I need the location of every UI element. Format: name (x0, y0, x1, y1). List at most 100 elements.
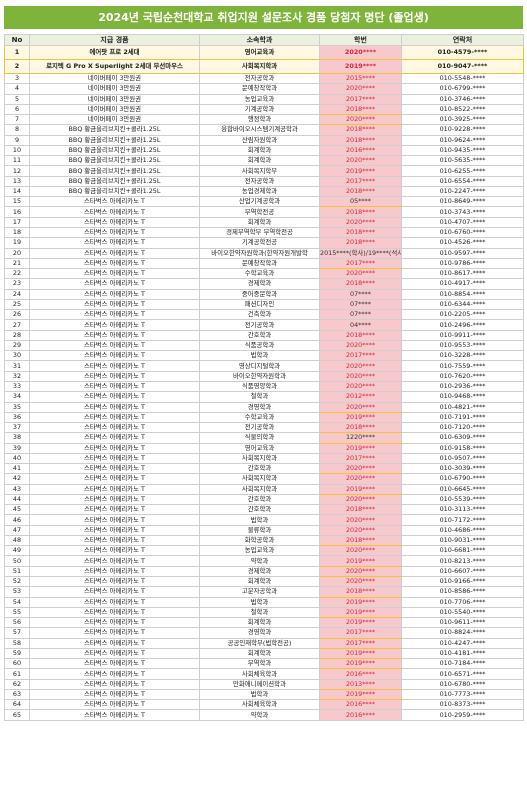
row-no: 42 (4, 473, 30, 485)
row-student-id: 2020**** (319, 370, 402, 382)
row-no: 63 (4, 688, 30, 701)
row-phone: 010-2205-**** (401, 309, 524, 321)
row-no: 19 (4, 237, 30, 249)
row-phone: 010-6799-**** (401, 83, 524, 95)
table-row: 48 스타벅스 아메리카노 T 화학공학과 2018**** 010-9031-**** (4, 534, 524, 547)
row-dept: 산업기계공학과 (199, 196, 320, 208)
student-id-text: 2020**** (345, 577, 376, 586)
row-student-id: 2017**** (319, 350, 402, 362)
row-prize: 스타벅스 아메리카노 T (29, 288, 200, 300)
row-no: 27 (4, 319, 30, 331)
table-row: 3 네이버페이 3만원권 전자공학과 2015**** 010-5548-**** (4, 72, 524, 85)
row-student-id: 2018**** (319, 134, 402, 146)
row-no: 52 (4, 576, 30, 588)
student-id-text: 2018**** (345, 330, 376, 339)
row-no: 49 (4, 545, 30, 557)
student-id-text: 2020**** (345, 156, 376, 165)
table-row: 19 스타벅스 아메리카노 T 기계공학전공 2018**** 010-4526-***… (4, 237, 524, 249)
row-prize: 스타벅스 아메리카노 T (29, 668, 200, 680)
row-no: 26 (4, 309, 30, 321)
table-row: 54 스타벅스 아메리카노 T 법학과 2019**** 010-7706-**** (4, 596, 524, 608)
student-id-text: 2017**** (345, 258, 376, 267)
student-id-text: 2020**** (345, 217, 376, 226)
row-dept: 회계학과 (199, 617, 320, 629)
student-id-text: 2020**** (345, 464, 376, 473)
row-prize: 스타벅스 아메리카노 T (29, 196, 200, 208)
student-id-text: 05**** (350, 197, 371, 206)
row-no: 14 (4, 185, 30, 198)
row-phone: 010-9435-**** (401, 144, 524, 157)
row-student-id: 2019**** (319, 596, 402, 608)
table-row: 42 스타벅스 아메리카노 T 사회복지학과 2020**** 010-6790-***… (4, 473, 524, 485)
row-prize: 스타벅스 아메리카노 T (29, 688, 200, 701)
table-row: 10 BBQ 황금올리브치킨+콜라1.25L 회계학과 2016**** 010-943… (4, 144, 524, 157)
table-row: 1 에어팟 프로 2세대 영어교육과 2020**** 010-4579-**** (4, 45, 524, 60)
row-phone: 010-9507-**** (401, 452, 524, 465)
row-prize: 스타벅스 아메리카노 T (29, 606, 200, 619)
student-id-text: 2019**** (345, 556, 376, 565)
row-phone: 010-8649-**** (401, 196, 524, 208)
row-dept: 사회복지학과 (199, 452, 320, 465)
page-title: 2024년 국립순천대학교 취업지원 설문조사 경품 당첨자 명단 (졸업생) (4, 6, 523, 29)
row-phone: 010-3228-**** (401, 350, 524, 362)
table-row: 18 스타벅스 아메리카노 T 경제무역학부 무역학전공 2018**** 010-67… (4, 226, 524, 239)
student-id-text: 2019**** (345, 597, 376, 606)
row-prize: 스타벅스 아메리카노 T (29, 473, 200, 485)
table-row: 49 스타벅스 아메리카노 T 농업교육과 2020**** 010-6681-**** (4, 545, 524, 557)
student-id-text: 2016**** (345, 669, 376, 678)
row-no: 47 (4, 524, 30, 536)
row-prize: 스타벅스 아메리카노 T (29, 247, 200, 259)
row-student-id: 2017**** (319, 257, 402, 270)
row-phone: 010-9611-**** (401, 617, 524, 629)
row-dept: 법학과 (199, 514, 320, 526)
table-row: 40 스타벅스 아메리카노 T 사회복지학과 2017**** 010-9507-***… (4, 452, 524, 465)
student-id-text: 2019**** (345, 618, 376, 627)
row-no: 25 (4, 298, 30, 311)
row-prize: BBQ 황금올리브치킨+콜라1.25L (29, 124, 200, 136)
row-student-id: 2019**** (319, 688, 402, 701)
table-row: 29 스타벅스 아메리카노 T 식품공학과 2020**** 010-9553-**** (4, 339, 524, 352)
table-row: 39 스타벅스 아메리카노 T 영어교육과 2019**** 010-9158-**** (4, 442, 524, 454)
table-row: 46 스타벅스 아메리카노 T 법학과 2020**** 010-7172-**** (4, 514, 524, 526)
row-dept: 법학과 (199, 688, 320, 701)
row-phone: 010-6760-**** (401, 226, 524, 239)
table-row: 22 스타벅스 아메리카노 T 수학교육과 2020**** 010-8617-**** (4, 268, 524, 280)
table-row: 38 스타벅스 아메리카노 T 식물의학과 1220**** 010-6309-**** (4, 432, 524, 444)
row-prize: BBQ 황금올리브치킨+콜라1.25L (29, 155, 200, 167)
student-id-text: 2018**** (345, 505, 376, 514)
student-id-text: 2017**** (345, 453, 376, 462)
student-id-text: 2017**** (345, 638, 376, 647)
row-phone: 010-6554-**** (401, 175, 524, 187)
row-student-id: 2020**** (319, 473, 402, 485)
table-row: 51 스타벅스 아메리카노 T 경제학과 2020**** 010-6607-**** (4, 565, 524, 578)
row-student-id: 2020**** (319, 524, 402, 536)
row-no: 24 (4, 288, 30, 300)
row-prize: 스타벅스 아메리카노 T (29, 647, 200, 660)
row-phone: 010-6780-**** (401, 678, 524, 690)
row-no: 31 (4, 360, 30, 372)
row-student-id: 2013**** (319, 678, 402, 690)
row-no: 23 (4, 278, 30, 290)
row-prize: 스타벅스 아메리카노 T (29, 534, 200, 547)
table-row: 28 스타벅스 아메리카노 T 간호학과 2018**** 010-9911-**** (4, 329, 524, 341)
row-no: 9 (4, 134, 30, 146)
row-phone: 010-6645-**** (401, 483, 524, 495)
student-id-text: 2012**** (345, 392, 376, 401)
row-phone: 010-6681-**** (401, 545, 524, 557)
student-id-text: 2015**** (345, 74, 376, 83)
row-student-id: 2019**** (319, 59, 402, 74)
student-id-text: 2018**** (345, 228, 376, 237)
table-row: 24 스타벅스 아메리카노 T 중어중문학과 07**** 010-8854-**** (4, 288, 524, 300)
student-id-text: 2018**** (345, 125, 376, 134)
student-id-text: 2020**** (344, 48, 377, 56)
table-row: 15 스타벅스 아메리카노 T 산업기계공학과 05**** 010-8649-**** (4, 196, 524, 208)
row-dept: 무역학과 (199, 658, 320, 670)
row-prize: 스타벅스 아메리카노 T (29, 483, 200, 495)
row-phone: 010-7620-**** (401, 370, 524, 382)
row-dept: 전자공학과 (199, 175, 320, 187)
student-id-text: 2018**** (345, 135, 376, 144)
table-row: 16 스타벅스 아메리카노 T 무역학전공 2018**** 010-3743-**** (4, 206, 524, 218)
row-prize: 스타벅스 아메리카노 T (29, 360, 200, 372)
row-student-id: 2020**** (319, 576, 402, 588)
row-prize: 스타벅스 아메리카노 T (29, 565, 200, 578)
